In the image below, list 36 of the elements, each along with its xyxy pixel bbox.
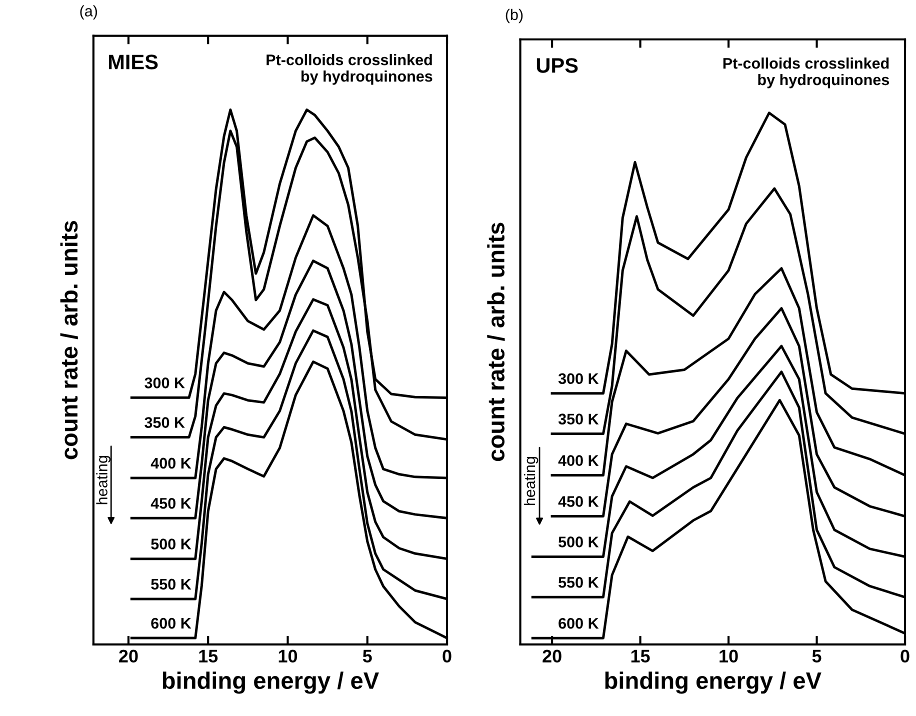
chart-title: (b): [506, 8, 523, 24]
x-tick-label: 15: [631, 650, 650, 663]
series-label: 550 K: [151, 578, 192, 590]
text: Pt-colloids crosslinked by hydroquinones: [723, 58, 890, 88]
x-tick-label: 0: [900, 650, 910, 663]
series-label: 350 K: [558, 414, 599, 424]
text: Pt-colloids crosslinked by hydroquinones: [266, 54, 432, 85]
series-label: 550 K: [558, 576, 599, 588]
text: MIES: [108, 54, 158, 70]
x-tick-label: 5: [362, 650, 372, 663]
x-tick-label: 20: [542, 650, 562, 663]
y-axis-title: count rate / arb. units: [60, 221, 78, 460]
x-tick-label: 15: [199, 650, 218, 663]
series-label: 600 K: [151, 618, 192, 629]
x-axis-title: binding energy / eV: [605, 672, 822, 694]
text: UPS: [536, 58, 578, 73]
series-label: 400 K: [150, 458, 192, 469]
series-label: 400 K: [558, 455, 599, 466]
x-axis-title: binding energy / eV: [162, 672, 379, 694]
annotation: heating: [524, 456, 538, 506]
annotation: heating: [96, 456, 110, 504]
series-label: 300 K: [558, 373, 599, 384]
x-tick-label: 5: [812, 650, 822, 663]
y-axis-title: count rate / arb. units: [487, 222, 505, 461]
series-label: 500 K: [558, 536, 599, 548]
x-tick-label: 10: [278, 650, 298, 663]
series-label: 500 K: [151, 538, 192, 550]
chart-title: (a): [80, 5, 98, 20]
x-tick-label: 10: [720, 650, 738, 663]
series-label: 600 K: [558, 618, 599, 629]
x-tick-label: 20: [119, 650, 138, 663]
series-label: 350 K: [144, 417, 185, 428]
series-label: 450 K: [558, 496, 599, 507]
series-label: 450 K: [150, 498, 192, 509]
series-label: 300 K: [144, 378, 185, 388]
x-tick-label: 0: [442, 650, 452, 663]
